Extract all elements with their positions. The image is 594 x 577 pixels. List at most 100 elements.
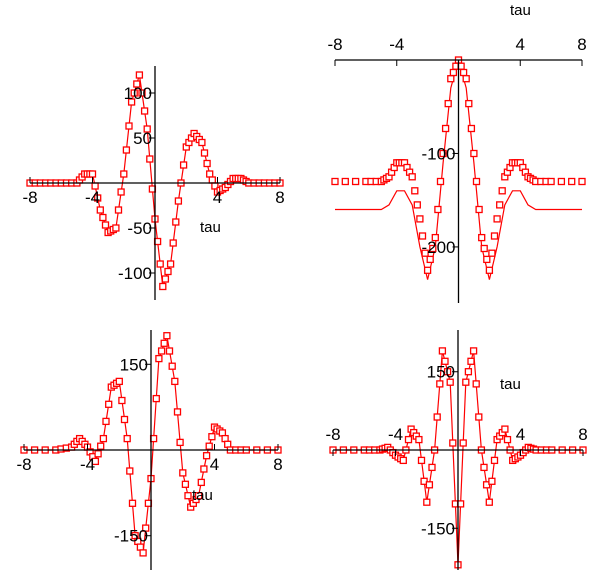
data-point-marker xyxy=(168,362,176,370)
data-point-marker xyxy=(91,457,100,466)
data-point-marker xyxy=(197,478,205,487)
x-tick-label: 4 xyxy=(213,188,222,207)
data-point-marker xyxy=(198,138,206,147)
y-tick-label: -100 xyxy=(118,264,152,283)
data-point-marker xyxy=(446,378,454,386)
data-point-marker xyxy=(417,456,426,465)
data-point-marker xyxy=(126,467,134,475)
data-point-marker xyxy=(160,339,168,347)
panel-top-right: -8 -4 4 8 -100 -200 tau xyxy=(327,2,587,303)
data-point-marker xyxy=(94,194,102,202)
y-tick-label: -150 xyxy=(114,527,148,546)
data-point-marker xyxy=(101,221,110,229)
data-point-marker xyxy=(123,434,131,443)
data-point-marker xyxy=(496,201,504,209)
data-point-marker xyxy=(202,452,211,460)
data-point-marker xyxy=(97,442,105,450)
x-tick-label: 4 xyxy=(210,455,219,474)
data-point-marker xyxy=(331,177,339,186)
data-point-marker xyxy=(459,439,467,447)
data-point-marker xyxy=(155,354,163,363)
data-point-marker xyxy=(179,469,187,477)
y-tick-label: 50 xyxy=(133,129,152,148)
data-point-marker xyxy=(176,438,184,447)
data-point-marker xyxy=(184,492,192,500)
x-tick-label: -4 xyxy=(80,455,95,474)
data-point-marker xyxy=(159,282,167,291)
data-point-marker xyxy=(447,75,455,83)
data-point-marker xyxy=(156,260,164,268)
y-tick-label: 150 xyxy=(120,355,148,374)
data-point-marker xyxy=(439,149,447,158)
x-tick-label: -8 xyxy=(22,188,37,207)
data-point-marker xyxy=(94,450,102,458)
x-axis-title: tau xyxy=(510,2,531,19)
data-point-marker xyxy=(431,233,439,242)
panel-bottom-right: -8 -4 4 8 150 -150 tau xyxy=(325,330,588,570)
data-point-marker xyxy=(399,456,407,465)
data-point-marker xyxy=(475,205,483,214)
data-point-marker xyxy=(208,433,216,441)
data-point-marker xyxy=(118,396,126,405)
panel-bottom-left: -8 -4 4 8 150 -150 tau xyxy=(16,330,283,570)
data-point-marker xyxy=(436,380,444,388)
y-tick-label: -100 xyxy=(421,144,455,163)
data-point-marker xyxy=(490,456,499,465)
x-tick-label: 8 xyxy=(578,425,587,444)
x-tick-label: -4 xyxy=(85,188,100,207)
data-point-marker xyxy=(120,170,128,178)
data-point-marker xyxy=(206,170,214,178)
data-point-marker xyxy=(166,260,175,268)
data-point-marker xyxy=(415,435,423,444)
data-point-marker xyxy=(351,177,360,186)
data-point-marker xyxy=(436,177,445,186)
data-point-marker xyxy=(164,267,172,276)
data-point-marker xyxy=(112,224,120,232)
data-point-marker xyxy=(462,378,470,386)
data-point-marker xyxy=(449,68,458,77)
x-tick-label: 8 xyxy=(577,35,586,54)
data-point-marker xyxy=(411,187,419,195)
data-point-marker xyxy=(157,347,166,355)
data-point-marker xyxy=(472,177,481,186)
data-point-marker xyxy=(438,347,447,355)
data-point-marker xyxy=(485,498,493,506)
y-tick-label: 100 xyxy=(124,84,152,103)
data-point-marker xyxy=(127,98,136,106)
data-point-marker xyxy=(578,177,586,186)
data-point-marker xyxy=(501,425,509,433)
data-point-marker xyxy=(465,99,473,108)
y-tick-label: -150 xyxy=(421,519,455,538)
x-axis-title: tau xyxy=(200,219,221,236)
data-point-marker xyxy=(480,463,488,472)
data-point-marker xyxy=(122,146,131,154)
data-point-marker xyxy=(161,275,170,283)
data-point-marker xyxy=(547,177,555,186)
data-point-marker xyxy=(181,480,190,488)
data-point-marker xyxy=(423,266,432,274)
data-point-marker xyxy=(143,125,151,133)
x-tick-label: -8 xyxy=(325,425,340,444)
y-tick-label: -50 xyxy=(127,219,152,238)
data-point-marker xyxy=(408,173,416,181)
data-point-marker xyxy=(483,255,491,264)
data-point-marker xyxy=(423,498,431,506)
data-point-marker xyxy=(449,439,457,447)
x-tick-label: -8 xyxy=(327,35,342,54)
data-point-marker xyxy=(96,206,104,214)
data-point-marker xyxy=(475,413,483,421)
data-point-marker xyxy=(472,380,480,388)
data-point-marker xyxy=(152,394,160,403)
data-point-marker xyxy=(425,481,434,489)
data-point-marker xyxy=(426,255,434,264)
data-point-marker xyxy=(485,266,494,274)
data-point-marker xyxy=(140,107,149,115)
data-point-marker xyxy=(416,215,424,223)
data-point-marker xyxy=(128,499,137,507)
data-point-marker xyxy=(557,177,566,186)
x-axis-title: tau xyxy=(192,487,213,504)
data-point-marker xyxy=(138,89,146,97)
data-point-marker xyxy=(171,377,179,386)
data-point-marker xyxy=(413,201,421,209)
